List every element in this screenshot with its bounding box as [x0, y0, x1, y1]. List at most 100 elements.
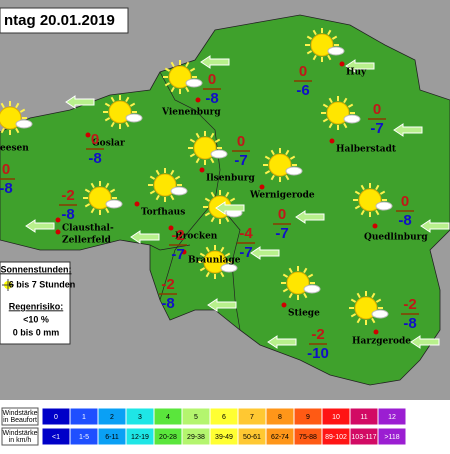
temp-min: -8 [61, 206, 74, 223]
temp-max: -2 [61, 187, 74, 204]
cloud [15, 119, 33, 129]
temp-max: 0 [278, 206, 286, 223]
sun-ray [199, 267, 206, 272]
sun-icon [305, 28, 345, 62]
place-name: Braunlage [188, 256, 241, 266]
sun-ray [225, 191, 230, 198]
sun-icon [188, 131, 228, 165]
sun-ray [350, 298, 357, 303]
sun-ray [84, 203, 91, 208]
place-name: Halberstadt [336, 145, 397, 155]
scale-value: 1 [82, 414, 86, 421]
place-name: Goslar [92, 139, 125, 149]
sun-ray [109, 188, 116, 193]
sun-ray [225, 216, 230, 223]
scale-label-box [1, 427, 39, 446]
rain-amount: 0 bis 0 mm [13, 327, 60, 337]
scale-cell [377, 407, 407, 426]
sun-ray [220, 271, 225, 278]
scale-value: <1 [52, 434, 60, 441]
wind-arrow [393, 123, 423, 137]
sun-icon [198, 245, 238, 279]
temp-max: 0 [401, 193, 409, 210]
sun-ray [149, 175, 156, 180]
sun-ray [312, 29, 317, 36]
sun-ray [185, 61, 190, 68]
sun-ray [185, 86, 190, 93]
sun-ray [210, 216, 215, 223]
sun-ray [170, 169, 175, 176]
cloud [105, 199, 123, 209]
sun-ray [210, 157, 215, 164]
sun-ray [214, 138, 221, 143]
scale-value: 89-102 [325, 434, 347, 441]
scale-value: 12-19 [131, 434, 149, 441]
cloud [220, 263, 238, 273]
sun-ray [110, 121, 115, 128]
place-dot [373, 329, 379, 335]
sun-ray [379, 190, 386, 195]
sun-ray [264, 170, 271, 175]
sun-ray [210, 191, 215, 198]
wind-arrow [25, 219, 55, 233]
sun-ray [328, 97, 333, 104]
scale-value: 6-11 [105, 434, 119, 441]
place-name: Zellerfeld [62, 236, 112, 246]
sun-ray [360, 184, 365, 191]
scale-value: 5 [194, 414, 198, 421]
rain-title: Regenrisiko: [9, 301, 64, 311]
sun-ray [307, 273, 314, 278]
scale-cell [377, 427, 407, 446]
place-dot [339, 61, 345, 67]
sun-icon [0, 101, 33, 135]
wind-arrow [410, 335, 440, 349]
sun-ray [343, 122, 348, 129]
place-name: Ilsenburg [206, 174, 256, 184]
sun-ray [125, 96, 130, 103]
sun-ray [270, 149, 275, 156]
temp-max: 0 [91, 131, 99, 148]
place-name: Quedlinburg [364, 233, 428, 243]
sun-ray [0, 127, 5, 134]
place-dot [199, 167, 205, 173]
scale-value: 29-38 [187, 434, 205, 441]
scale-value: 10 [332, 414, 340, 421]
temp-min: -7 [370, 120, 383, 137]
scale-value: 75-88 [299, 434, 317, 441]
sun-ray [282, 273, 289, 278]
sun-icon [353, 183, 393, 217]
place-name: Huy [346, 68, 367, 78]
sun-ray [327, 54, 332, 61]
sun-icon [83, 181, 123, 215]
sun-icon [148, 168, 188, 202]
scale-value: 1-5 [79, 434, 89, 441]
sun-disc [108, 100, 132, 124]
sun-ray [289, 155, 296, 160]
sun-ray [288, 292, 293, 299]
temp-min: -8 [88, 150, 101, 167]
scale-label-box [1, 407, 39, 426]
cloud [185, 78, 203, 88]
place-name: eesen [0, 144, 29, 154]
place-dot [168, 225, 174, 231]
sun-ray [15, 102, 20, 109]
scale-value: 9 [306, 414, 310, 421]
cloud [210, 149, 228, 159]
sun-ray [306, 35, 313, 40]
scale-value: 50-61 [243, 434, 261, 441]
place-name: Wernigerode [249, 191, 315, 201]
sun-ray [270, 174, 275, 181]
sun-ray [170, 86, 175, 93]
sun-ray [224, 252, 231, 257]
sun-ray [282, 288, 289, 293]
info-box [0, 261, 71, 345]
sun-icon [163, 60, 203, 94]
temp-min: -8 [161, 295, 174, 312]
sun-disc [88, 186, 112, 210]
temp-max: 0 [2, 161, 10, 178]
title: ntag 20.01.2019 [4, 12, 115, 29]
temp-min: -8 [0, 180, 13, 197]
sun-ray [328, 122, 333, 129]
temp-min: -7 [275, 225, 288, 242]
sun-ray [195, 157, 200, 164]
